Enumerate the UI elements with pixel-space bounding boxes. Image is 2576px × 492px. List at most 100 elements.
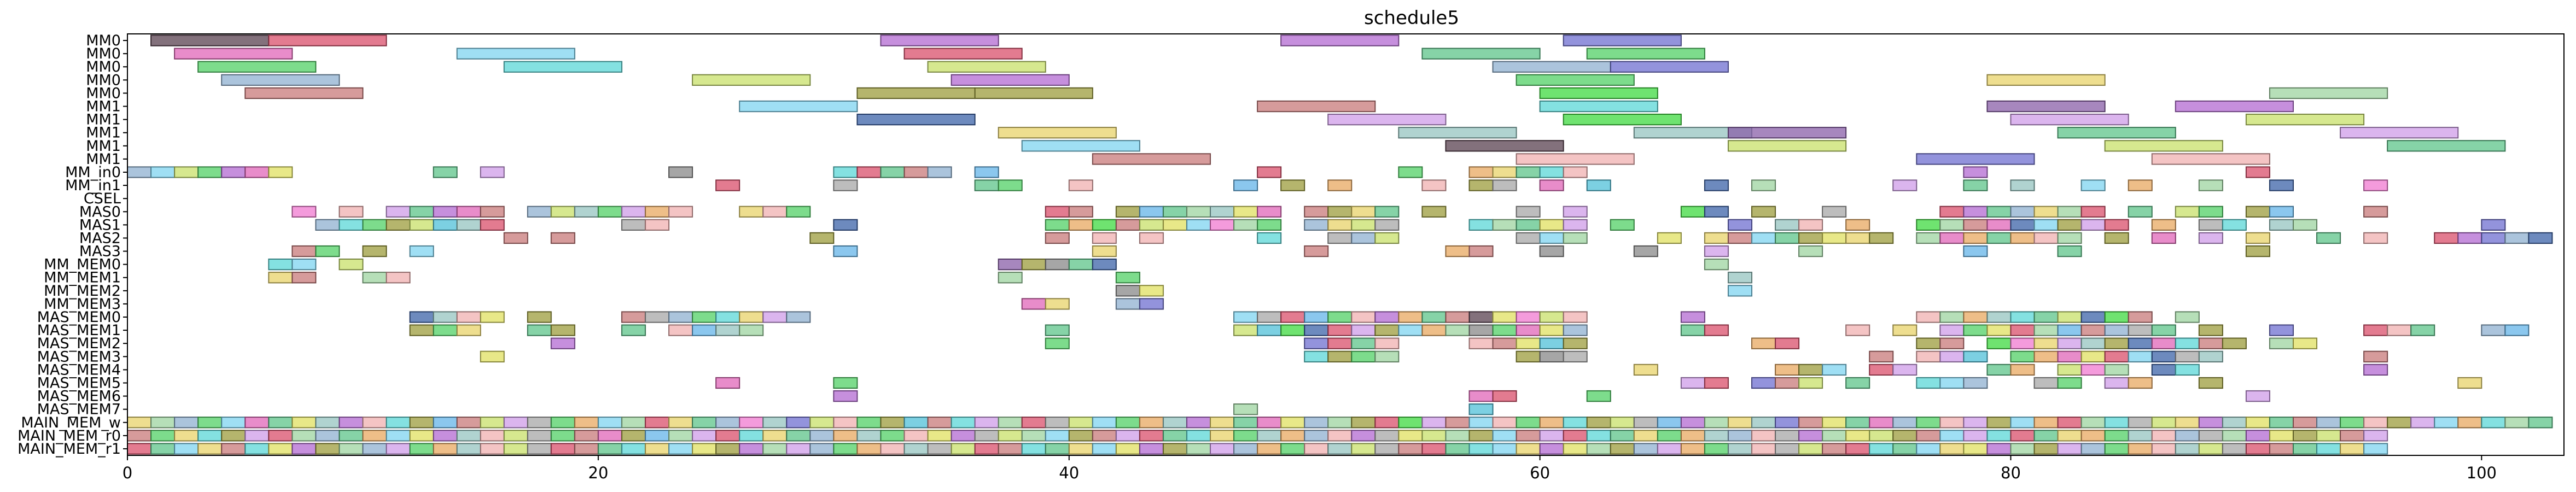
task-bar [2269, 443, 2294, 455]
task-bar [1986, 430, 2012, 442]
task-bar [1775, 443, 1800, 455]
task-bar [1516, 153, 1635, 165]
task-bar [2033, 430, 2059, 442]
task-bar [951, 430, 976, 442]
task-bar [2528, 417, 2553, 429]
task-bar [409, 324, 434, 336]
task-bar [550, 337, 575, 349]
task-bar [1845, 443, 1870, 455]
task-bar [1421, 417, 1447, 429]
task-bar [1704, 430, 1729, 442]
task-bar [2269, 179, 2294, 191]
task-bar [2222, 219, 2247, 231]
task-bar [786, 430, 811, 442]
task-bar [456, 430, 481, 442]
task-bar [1492, 166, 1517, 178]
task-bar [1916, 350, 1941, 362]
task-bar [2128, 377, 2153, 389]
task-bar [1939, 377, 1965, 389]
task-bar [621, 311, 646, 323]
task-bar [856, 430, 882, 442]
task-bar [833, 166, 858, 178]
y-tick-label: MM1 [86, 112, 121, 128]
task-bar [1986, 219, 2012, 231]
task-bar [2434, 417, 2459, 429]
task-bar [1468, 166, 1494, 178]
task-bar [150, 166, 176, 178]
task-bar [1586, 443, 1611, 455]
task-bar [386, 272, 411, 284]
task-bar [2504, 232, 2530, 244]
task-bar [1092, 219, 1117, 231]
task-bar [292, 206, 317, 218]
task-bar [362, 443, 387, 455]
task-bar [1186, 206, 1211, 218]
task-bar [809, 417, 835, 429]
task-bar [904, 443, 929, 455]
task-bar [1610, 417, 1635, 429]
task-bar [2057, 364, 2082, 376]
task-bar [2457, 377, 2482, 389]
task-bar [2457, 417, 2482, 429]
task-bar [2104, 443, 2129, 455]
task-bar [2033, 311, 2059, 323]
task-bar [998, 417, 1023, 429]
task-bar [880, 443, 905, 455]
task-bar [1210, 206, 1235, 218]
task-bar [998, 179, 1023, 191]
task-bar [1115, 272, 1140, 284]
task-bar [1492, 443, 1517, 455]
task-bar [998, 272, 1023, 284]
task-bar [2033, 324, 2059, 336]
task-bar [386, 417, 411, 429]
task-bar [456, 417, 481, 429]
task-bar [1798, 245, 1823, 257]
task-bar [362, 272, 387, 284]
task-bar [1963, 350, 1988, 362]
task-bar [1563, 232, 1588, 244]
task-bar [2057, 324, 2082, 336]
task-bar [1186, 219, 1211, 231]
task-bar [1657, 232, 1682, 244]
task-bar [1304, 219, 1329, 231]
task-bar [1492, 61, 1611, 73]
task-bar [433, 206, 458, 218]
task-bar [1421, 48, 1541, 60]
task-bar [1845, 377, 1870, 389]
chart-title: schedule5 [1364, 7, 1459, 29]
task-bar [2528, 232, 2553, 244]
task-bar [786, 206, 811, 218]
task-bar [292, 259, 317, 271]
task-bar [1563, 324, 1588, 336]
y-tick-label: MAS_MEM3 [37, 348, 121, 365]
task-bar [1139, 417, 1164, 429]
task-bar [2269, 417, 2294, 429]
task-bar [786, 417, 811, 429]
task-bar [2293, 219, 2318, 231]
y-tick-label: MM_MEM3 [44, 296, 121, 313]
task-bar [1798, 417, 1823, 429]
y-tick-label: MAS_MEM2 [37, 335, 121, 352]
task-bar [1374, 206, 1400, 218]
task-bar [1516, 350, 1541, 362]
task-bar [409, 443, 434, 455]
task-bar [1586, 179, 1611, 191]
task-bar [2057, 443, 2082, 455]
task-bar [2363, 324, 2388, 336]
task-bar [174, 430, 199, 442]
task-bar [1539, 350, 1564, 362]
task-bar [1822, 364, 1847, 376]
task-bar [2128, 179, 2153, 191]
y-tick-label: MAS_MEM7 [37, 401, 121, 418]
task-bar [1233, 430, 1258, 442]
task-bar [715, 311, 741, 323]
task-bar [1727, 140, 1847, 152]
task-bar [197, 61, 317, 73]
task-bar [2010, 206, 2035, 218]
task-bar [1327, 219, 1353, 231]
task-bar [1374, 232, 1400, 244]
task-bar [1233, 311, 1258, 323]
task-bar [1445, 324, 1470, 336]
task-bar [1986, 206, 2012, 218]
task-bar [1257, 443, 1282, 455]
